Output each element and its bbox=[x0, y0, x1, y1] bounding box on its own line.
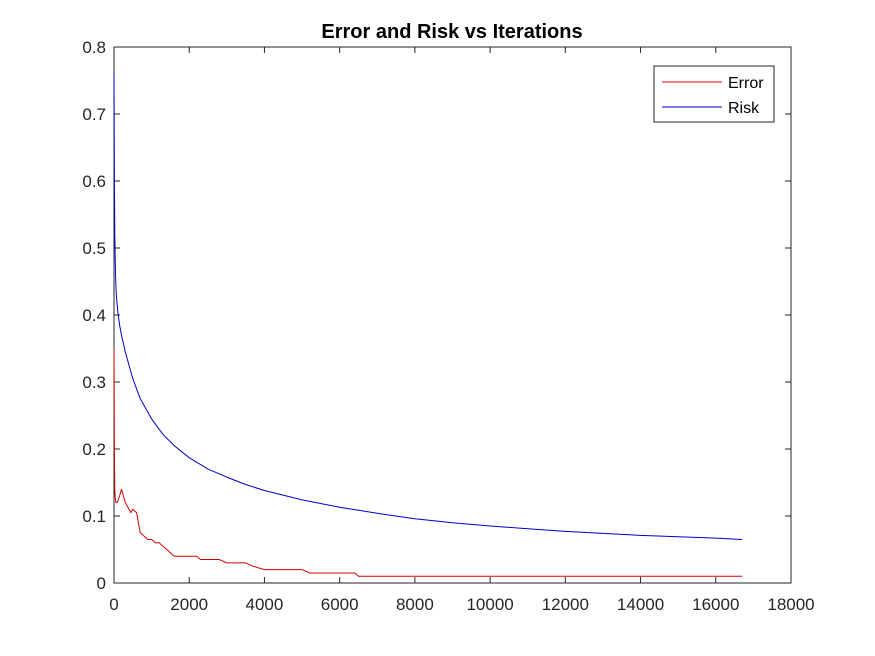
x-tick-label: 2000 bbox=[170, 595, 208, 614]
x-tick-label: 12000 bbox=[542, 595, 589, 614]
axes: 0 2000 4000 6000 8000 10000 12000 14000 16000 180… bbox=[82, 38, 814, 614]
y-tick-label: 0.4 bbox=[82, 306, 106, 325]
y-tick-label: 0.3 bbox=[82, 373, 106, 392]
x-tick-label: 0 bbox=[109, 595, 118, 614]
legend-label-error: Error bbox=[728, 75, 764, 92]
legend: Error Risk bbox=[653, 65, 775, 123]
y-tick-label: 0.1 bbox=[82, 507, 106, 526]
y-tick-label: 0.2 bbox=[82, 440, 106, 459]
series-line-error bbox=[113, 348, 743, 577]
x-tick-label: 8000 bbox=[396, 595, 434, 614]
x-tick-label: 18000 bbox=[767, 595, 814, 614]
chart-title: Error and Risk vs Iterations bbox=[321, 21, 582, 43]
x-tick-label: 10000 bbox=[466, 595, 513, 614]
x-tick-label: 6000 bbox=[321, 595, 359, 614]
y-tick-label: 0.7 bbox=[82, 105, 106, 124]
legend-box bbox=[653, 65, 775, 123]
y-tick-label: 0.6 bbox=[82, 172, 106, 191]
series-group bbox=[113, 73, 743, 577]
x-tick-label: 4000 bbox=[246, 595, 284, 614]
x-tick-label: 14000 bbox=[617, 595, 664, 614]
legend-label-risk: Risk bbox=[728, 100, 760, 117]
series-line-risk bbox=[113, 73, 743, 540]
x-tick-label: 16000 bbox=[692, 595, 739, 614]
y-tick-label: 0.5 bbox=[82, 239, 106, 258]
y-tick-label: 0.8 bbox=[82, 38, 106, 57]
y-tick-label: 0 bbox=[97, 574, 106, 593]
